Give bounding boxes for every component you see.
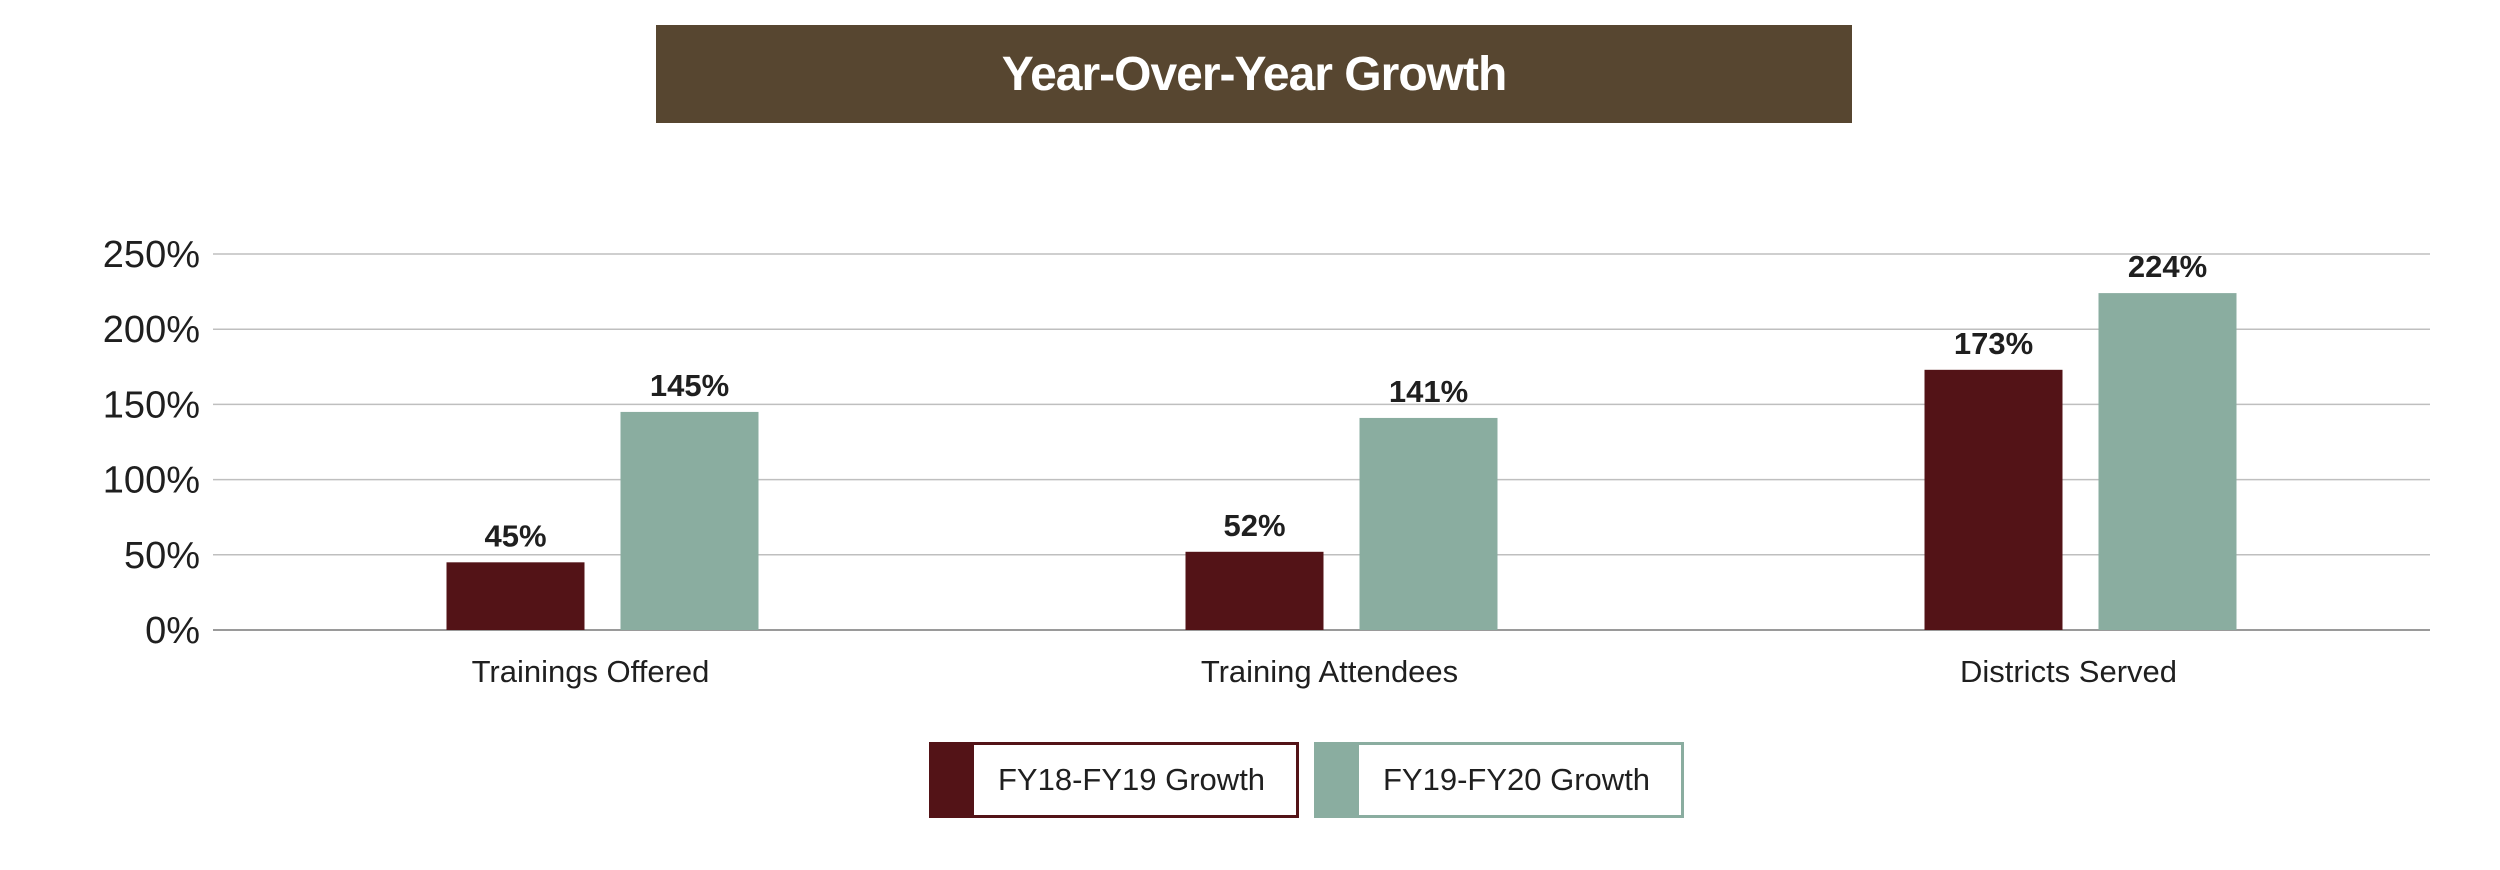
legend-item-fy19-fy20: FY19-FY20 Growth xyxy=(1314,742,1684,818)
chart-title: Year-Over-Year Growth xyxy=(1001,47,1508,101)
x-tick-label-districts-served: Districts Served xyxy=(1960,654,2177,689)
y-tick-label: 200% xyxy=(103,309,200,351)
title-banner: Year-Over-Year Growth xyxy=(656,25,1852,123)
bars xyxy=(446,293,2237,630)
data-label-training-attendees-fy18-fy19-growth: 52% xyxy=(1223,508,1285,543)
data-label-districts-served-fy18-fy19-growth: 173% xyxy=(1954,326,2033,361)
legend-swatch-fy19-fy20 xyxy=(1317,745,1359,815)
y-tick-label: 0% xyxy=(145,610,200,652)
bar-trainings-offered-fy18-fy19-growth xyxy=(446,562,585,630)
bar-training-attendees-fy19-fy20-growth xyxy=(1359,417,1498,630)
x-axis-ticks: Trainings Offered Training Attendees Distr… xyxy=(472,654,2177,689)
y-tick-label: 150% xyxy=(103,384,200,426)
data-label-districts-served-fy19-fy20-growth: 224% xyxy=(2128,249,2207,284)
legend-swatch-fy18-fy19 xyxy=(932,745,974,815)
data-label-training-attendees-fy19-fy20-growth: 141% xyxy=(1389,374,1468,409)
y-tick-label: 250% xyxy=(103,234,200,276)
bar-districts-served-fy19-fy20-growth xyxy=(2098,293,2237,630)
x-tick-label-training-attendees: Training Attendees xyxy=(1201,654,1458,689)
legend-label-fy19-fy20: FY19-FY20 Growth xyxy=(1383,762,1651,797)
legend-item-fy18-fy19: FY18-FY19 Growth xyxy=(929,742,1299,818)
x-tick-label-trainings-offered: Trainings Offered xyxy=(472,654,710,689)
data-labels: 45% 145% 52% 141% 173% 224% xyxy=(484,249,2207,553)
bar-training-attendees-fy18-fy19-growth xyxy=(1185,551,1324,630)
y-tick-label: 100% xyxy=(103,460,200,502)
data-label-trainings-offered-fy19-fy20-growth: 145% xyxy=(650,368,729,403)
bar-trainings-offered-fy19-fy20-growth xyxy=(620,411,759,630)
bar-districts-served-fy18-fy19-growth xyxy=(1924,369,2063,630)
y-axis-ticks: 0% 50% 100% 150% 200% 250% xyxy=(103,234,200,652)
y-tick-label: 50% xyxy=(124,535,200,577)
data-label-trainings-offered-fy18-fy19-growth: 45% xyxy=(484,518,546,553)
legend-label-fy18-fy19: FY18-FY19 Growth xyxy=(998,762,1266,797)
